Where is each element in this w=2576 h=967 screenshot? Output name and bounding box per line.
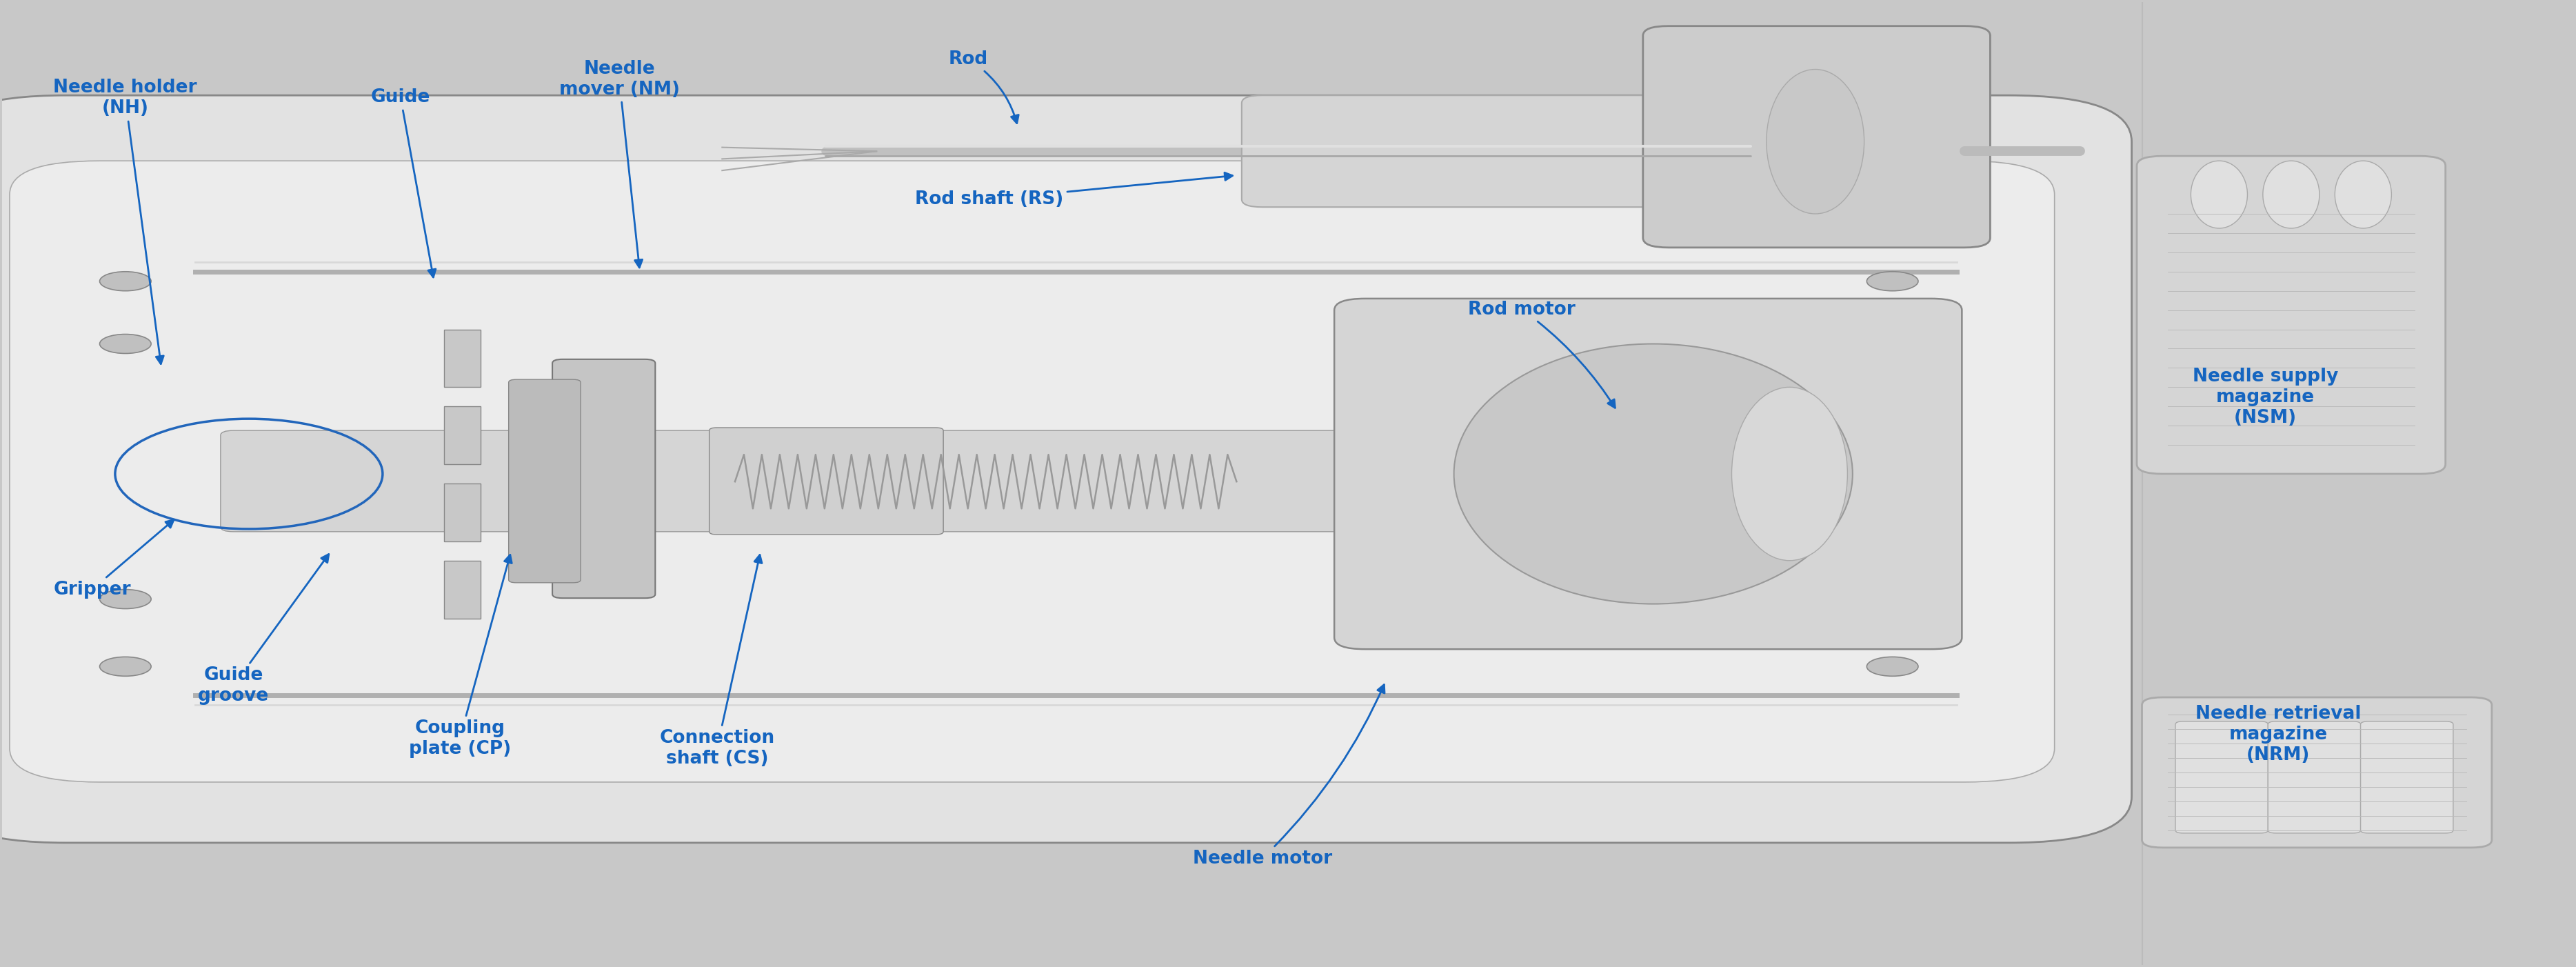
Circle shape [100,335,152,354]
FancyBboxPatch shape [551,360,654,599]
Circle shape [100,657,152,676]
Text: Needle
mover (NM): Needle mover (NM) [559,60,680,268]
Ellipse shape [2190,161,2246,228]
Bar [443,330,479,387]
FancyBboxPatch shape [708,427,943,535]
Text: Guide: Guide [371,89,435,278]
FancyBboxPatch shape [2360,721,2452,834]
Circle shape [100,272,152,291]
Text: Needle holder
(NH): Needle holder (NH) [54,79,198,364]
Text: Rod shaft (RS): Rod shaft (RS) [914,172,1231,208]
Ellipse shape [1453,344,1852,604]
Text: Gripper: Gripper [54,520,173,599]
FancyBboxPatch shape [2174,721,2267,834]
FancyBboxPatch shape [2267,721,2360,834]
Text: Rod: Rod [948,50,1018,123]
FancyBboxPatch shape [507,379,580,583]
FancyBboxPatch shape [1242,96,1811,207]
FancyBboxPatch shape [1643,26,1991,248]
Ellipse shape [2262,161,2318,228]
FancyBboxPatch shape [10,161,2056,782]
Text: Connection
shaft (CS): Connection shaft (CS) [659,555,775,768]
Text: Coupling
plate (CP): Coupling plate (CP) [410,555,513,758]
FancyBboxPatch shape [2143,697,2491,848]
FancyBboxPatch shape [0,96,2133,843]
Text: Rod motor: Rod motor [1468,301,1615,408]
Text: Needle motor: Needle motor [1193,685,1383,867]
Ellipse shape [1731,387,1847,561]
Bar [443,484,479,542]
Circle shape [100,590,152,608]
Ellipse shape [2334,161,2391,228]
Bar [443,406,479,464]
Bar [443,561,479,618]
Circle shape [1868,657,1919,676]
Ellipse shape [1767,70,1865,214]
FancyBboxPatch shape [1334,299,1963,649]
FancyBboxPatch shape [222,430,1945,532]
Text: Needle supply
magazine
(NSM): Needle supply magazine (NSM) [2192,367,2339,427]
Circle shape [1868,272,1919,291]
Text: Needle retrieval
magazine
(NRM): Needle retrieval magazine (NRM) [2195,705,2362,764]
FancyBboxPatch shape [2138,156,2445,474]
Text: Guide
groove: Guide groove [198,554,330,705]
